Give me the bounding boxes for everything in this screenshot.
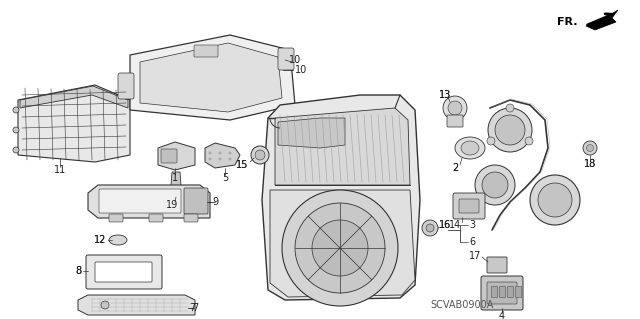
FancyBboxPatch shape [109, 214, 123, 222]
Circle shape [426, 224, 434, 232]
Circle shape [482, 172, 508, 198]
Circle shape [488, 108, 532, 152]
Text: 8: 8 [75, 266, 81, 276]
Polygon shape [18, 85, 130, 162]
Text: 13: 13 [439, 90, 451, 100]
Ellipse shape [455, 137, 485, 159]
Text: 5: 5 [222, 173, 228, 183]
FancyBboxPatch shape [499, 286, 506, 298]
Polygon shape [586, 10, 618, 30]
Circle shape [13, 147, 19, 153]
Polygon shape [275, 108, 410, 185]
Text: 18: 18 [584, 159, 596, 169]
Text: 14: 14 [449, 220, 461, 230]
FancyBboxPatch shape [459, 199, 479, 213]
Circle shape [487, 137, 495, 145]
FancyBboxPatch shape [118, 73, 134, 99]
Polygon shape [205, 143, 240, 168]
Text: 6: 6 [469, 237, 475, 247]
Text: FR.: FR. [557, 17, 578, 27]
FancyBboxPatch shape [95, 262, 152, 282]
Polygon shape [88, 185, 210, 218]
Text: 4: 4 [499, 311, 505, 319]
Circle shape [255, 150, 265, 160]
Text: 16: 16 [439, 220, 451, 230]
Circle shape [218, 158, 221, 160]
Circle shape [448, 101, 462, 115]
Text: 11: 11 [54, 165, 66, 175]
Text: 10: 10 [289, 55, 301, 65]
Circle shape [538, 183, 572, 217]
Polygon shape [270, 190, 415, 297]
Text: 13: 13 [439, 90, 451, 100]
Circle shape [282, 190, 398, 306]
FancyBboxPatch shape [487, 282, 517, 304]
Polygon shape [78, 295, 195, 315]
Polygon shape [20, 86, 128, 108]
Circle shape [506, 104, 514, 112]
FancyBboxPatch shape [99, 189, 181, 213]
FancyBboxPatch shape [515, 286, 522, 298]
Polygon shape [262, 95, 420, 300]
Ellipse shape [461, 141, 479, 155]
Circle shape [295, 203, 385, 293]
Text: 8: 8 [75, 266, 81, 276]
Circle shape [228, 152, 232, 154]
Circle shape [312, 220, 368, 276]
Circle shape [530, 175, 580, 225]
Polygon shape [158, 142, 195, 170]
Text: 7: 7 [192, 303, 198, 313]
Text: 1: 1 [172, 173, 178, 183]
Polygon shape [130, 35, 295, 120]
Text: 12: 12 [94, 235, 106, 245]
Ellipse shape [109, 235, 127, 245]
Text: 17: 17 [469, 251, 481, 261]
Text: 7: 7 [189, 303, 195, 313]
Circle shape [209, 158, 211, 160]
FancyBboxPatch shape [278, 48, 294, 70]
Text: 15: 15 [236, 160, 248, 170]
FancyBboxPatch shape [161, 149, 177, 163]
Circle shape [525, 137, 533, 145]
Circle shape [13, 127, 19, 133]
Circle shape [475, 165, 515, 205]
Circle shape [443, 96, 467, 120]
FancyBboxPatch shape [508, 286, 513, 298]
Circle shape [13, 107, 19, 113]
FancyBboxPatch shape [184, 188, 208, 214]
Text: 19: 19 [166, 200, 178, 210]
FancyBboxPatch shape [86, 255, 162, 289]
Text: 12: 12 [94, 235, 106, 245]
Text: 2: 2 [452, 163, 458, 173]
FancyBboxPatch shape [492, 286, 497, 298]
Polygon shape [278, 118, 345, 148]
FancyBboxPatch shape [447, 115, 463, 127]
Circle shape [228, 158, 232, 160]
FancyBboxPatch shape [453, 193, 485, 219]
Polygon shape [140, 43, 282, 112]
Circle shape [209, 152, 211, 154]
FancyBboxPatch shape [149, 214, 163, 222]
Circle shape [583, 141, 597, 155]
Circle shape [422, 220, 438, 236]
Circle shape [586, 145, 593, 152]
Circle shape [495, 115, 525, 145]
Text: 9: 9 [212, 197, 218, 207]
Circle shape [101, 301, 109, 309]
Text: 2: 2 [452, 163, 458, 173]
Text: 16: 16 [439, 220, 451, 230]
FancyBboxPatch shape [481, 276, 523, 310]
Text: 15: 15 [236, 160, 248, 170]
Text: 18: 18 [584, 159, 596, 169]
Text: 3: 3 [469, 220, 475, 230]
Text: SCVAB0900A: SCVAB0900A [430, 300, 493, 310]
FancyBboxPatch shape [184, 214, 198, 222]
Circle shape [218, 152, 221, 154]
Polygon shape [171, 172, 181, 195]
FancyBboxPatch shape [194, 45, 218, 57]
FancyBboxPatch shape [487, 257, 507, 273]
Text: 10: 10 [295, 65, 307, 75]
Circle shape [251, 146, 269, 164]
